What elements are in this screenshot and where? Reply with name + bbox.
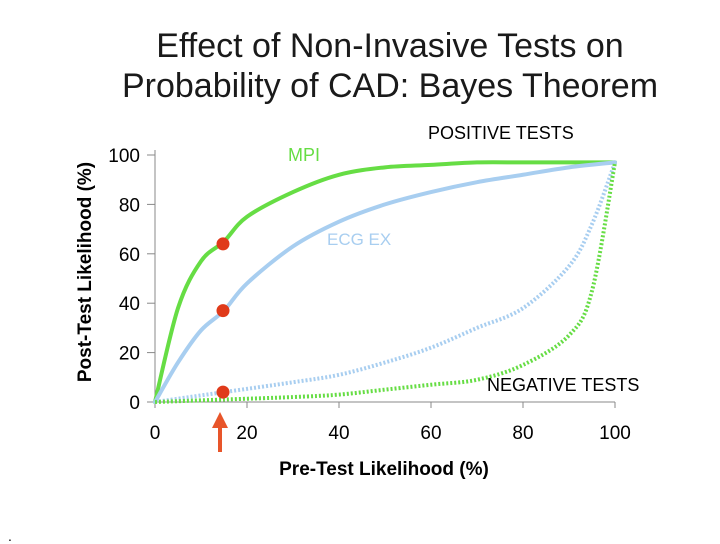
- annotation-negative-tests: NEGATIVE TESTS: [487, 375, 639, 395]
- y-tick-label: 60: [119, 245, 140, 266]
- series-line-ecg-ex-negative: [154, 161, 617, 404]
- data-marker-point: [216, 304, 230, 318]
- x-tick-label: 100: [599, 423, 631, 444]
- corner-mark: .: [8, 528, 12, 544]
- x-tick-label: 60: [420, 423, 441, 444]
- y-tick-label: 80: [119, 195, 140, 216]
- data-markers: [212, 237, 230, 452]
- annotation-mpi: MPI: [288, 145, 320, 165]
- chart-title: Effect of Non-Invasive Tests on Probabil…: [0, 26, 720, 106]
- x-tick-label: 0: [150, 423, 161, 444]
- x-axis-label: Pre-Test Likelihood (%): [279, 459, 489, 480]
- series-line-ecg-ex-positive: [153, 160, 617, 404]
- x-tick-label: 80: [512, 423, 533, 444]
- chart-title-line-1: Effect of Non-Invasive Tests on: [156, 27, 624, 65]
- axes: 0 20 40 60 80 100 0 20 40 60 80 100: [108, 146, 631, 444]
- annotation-positive-tests: POSITIVE TESTS: [428, 123, 574, 143]
- series-line-mpi-negative: [154, 162, 617, 404]
- series-lines: [153, 160, 617, 404]
- annotation-ecg: ECG EX: [327, 230, 391, 249]
- y-tick-label: 20: [119, 344, 140, 365]
- y-axis-label: Post-Test Likelihood (%): [75, 162, 96, 382]
- pretest-arrow-head: [212, 412, 228, 428]
- x-tick-label: 40: [328, 423, 349, 444]
- chart-annotations: Post-Test Likelihood (%) Pre-Test Likeli…: [75, 123, 639, 480]
- data-marker-point: [216, 237, 230, 251]
- y-tick-label: 100: [108, 146, 140, 167]
- data-marker-point: [216, 385, 230, 399]
- y-tick-label: 0: [129, 393, 140, 414]
- x-tick-label: 20: [236, 423, 257, 444]
- series-line-mpi-positive: [153, 160, 617, 404]
- chart-title-line-2: Probability of CAD: Bayes Theorem: [121, 67, 659, 105]
- y-tick-label: 40: [119, 294, 140, 315]
